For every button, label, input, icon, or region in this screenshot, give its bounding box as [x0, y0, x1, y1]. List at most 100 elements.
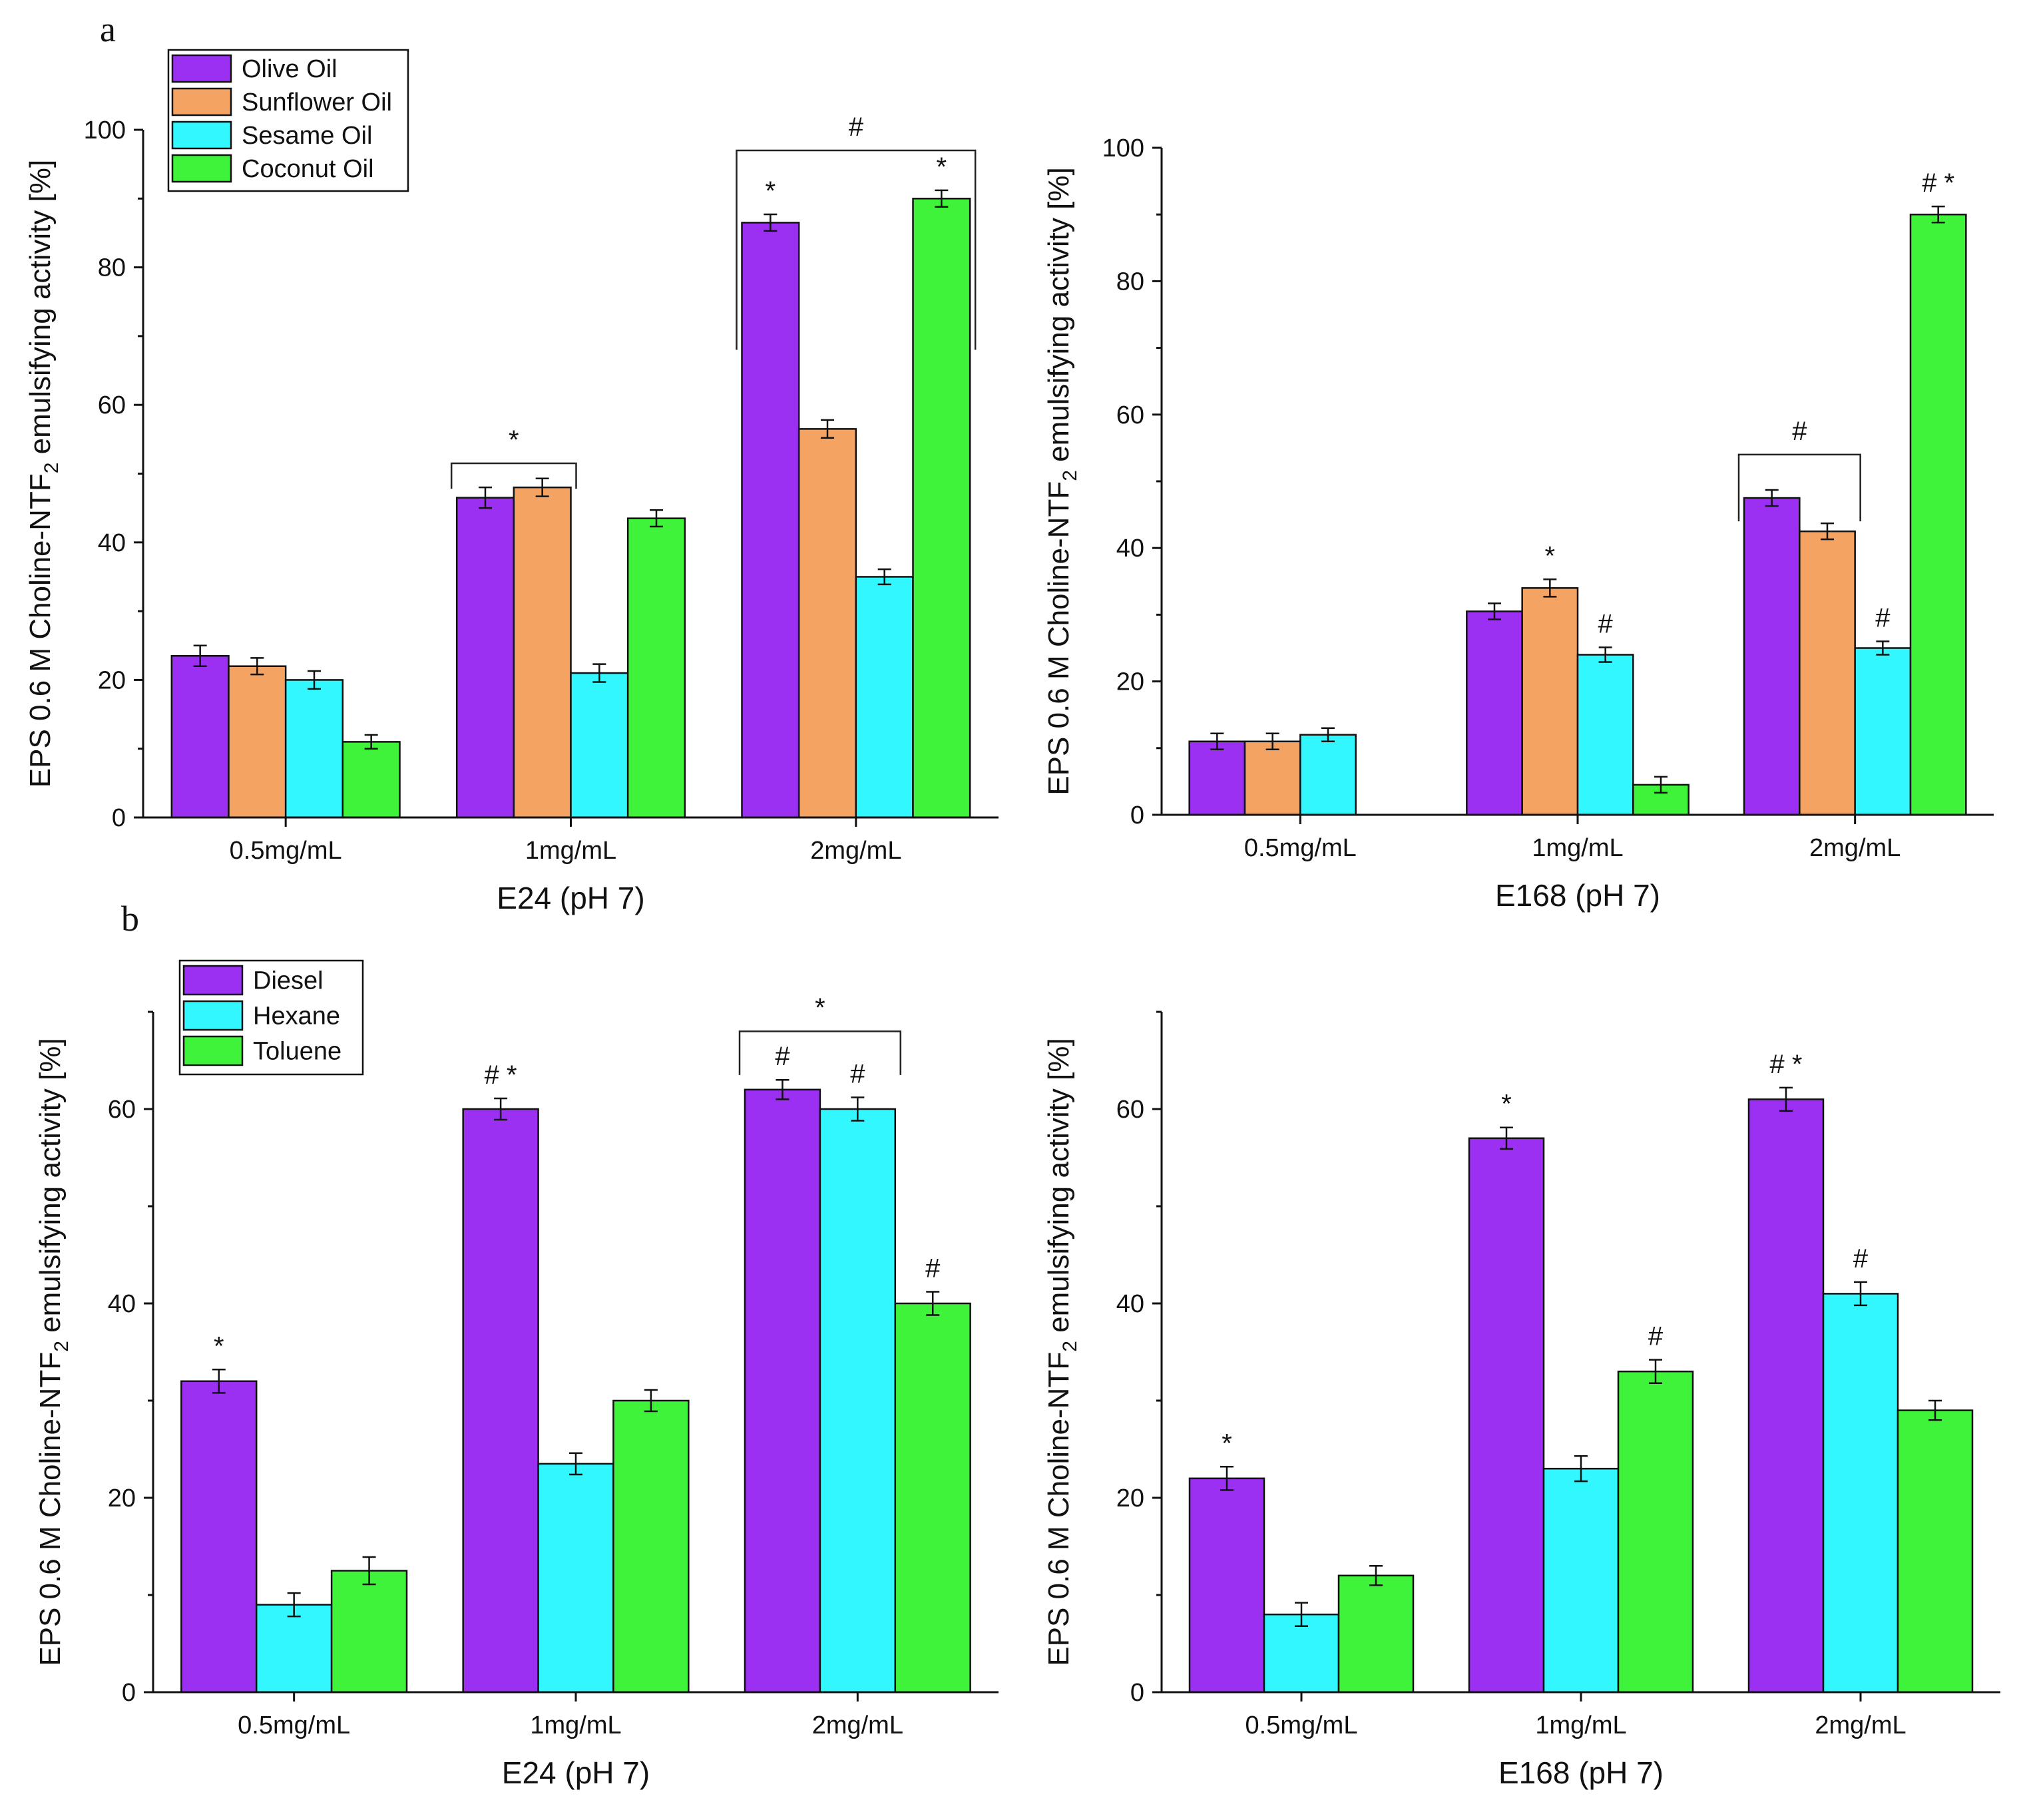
legend-label: Sesame Oil — [242, 122, 372, 150]
bar-hexane-2 — [1822, 1293, 1899, 1694]
chart-b-E24: * # * # # # * 0 20 40 60 0.5mg/mL 1mg/mL 2mg/mL E24 (… — [34, 959, 999, 1790]
y-tick-label: 100 — [84, 116, 126, 144]
legend-swatch — [171, 120, 232, 150]
significance-mark: * — [1222, 1429, 1232, 1458]
bar-olive-oil-2 — [741, 222, 800, 819]
y-tick-label: 60 — [98, 391, 126, 419]
x-tick-label: 1mg/mL — [1532, 834, 1623, 862]
x-tick-label: 2mg/mL — [1815, 1711, 1906, 1739]
significance-mark: # — [1875, 603, 1891, 632]
significance-mark: * — [766, 176, 776, 206]
y-tick-label: 60 — [108, 1096, 136, 1124]
chart-a-E24: * * * #0 20 40 60 80 100 0.5mg/mL 1mg/mL 2mg/mL E24 … — [24, 49, 999, 915]
y-tick-label: 20 — [98, 666, 126, 694]
panel-label-a: a — [100, 9, 116, 49]
x-tick-label: 0.5mg/mL — [238, 1711, 350, 1739]
y-tick-label: 40 — [1116, 1290, 1144, 1318]
x-tick-label: 0.5mg/mL — [230, 837, 342, 865]
bar-olive-oil-1 — [455, 497, 515, 819]
legend-swatch — [182, 1035, 244, 1066]
bar-sesame-oil-0 — [1299, 734, 1357, 816]
significance-bracket — [450, 462, 577, 489]
y-tick-label: 40 — [98, 529, 126, 557]
y-tick-label: 0 — [1130, 1679, 1144, 1707]
significance-mark: # — [1648, 1322, 1664, 1351]
y-tick-label: 40 — [1116, 535, 1144, 563]
significance-mark: * — [1501, 1090, 1512, 1119]
significance-mark: # — [850, 1059, 865, 1088]
y-tick-label: 60 — [1116, 1096, 1144, 1124]
legend-label: Toluene — [253, 1038, 341, 1066]
significance-mark: # * — [1770, 1050, 1803, 1079]
bar-sunflower-oil-0 — [228, 665, 287, 819]
y-tick-label: 20 — [108, 1484, 136, 1512]
bar-toluene-1 — [612, 1399, 690, 1694]
significance-mark: * — [937, 152, 947, 182]
y-tick-label: 20 — [1116, 668, 1144, 696]
significance-mark: # — [775, 1042, 790, 1071]
legend-label: Hexane — [253, 1003, 340, 1030]
bar-diesel-0 — [1188, 1477, 1265, 1694]
bracket-label: * — [815, 993, 825, 1023]
x-tick-label: 1mg/mL — [530, 1711, 621, 1739]
significance-mark: * — [214, 1331, 224, 1361]
x-tick-label: 1mg/mL — [1535, 1711, 1626, 1739]
bar-sesame-oil-2 — [855, 576, 914, 819]
bar-sunflower-oil-2 — [797, 428, 857, 819]
y-axis-title: EPS 0.6 M Choline-NTF2 emulsifying activ… — [1042, 167, 1081, 795]
bar-hexane-1 — [1542, 1467, 1620, 1694]
y-tick-label: 0 — [1130, 801, 1144, 829]
bar-olive-oil-2 — [1743, 497, 1801, 816]
legend: Olive Oil Sunflower Oil Sesame Oil Coconut … — [167, 49, 409, 192]
bar-olive-oil-0 — [170, 654, 230, 819]
legend-label: Diesel — [253, 967, 324, 995]
panel-label-b: b — [121, 899, 139, 939]
bar-sunflower-oil-1 — [513, 486, 572, 819]
bar-olive-oil-0 — [1188, 740, 1246, 816]
bar-hexane-1 — [537, 1463, 614, 1694]
bar-coconut-oil-2 — [1909, 213, 1967, 816]
bar-diesel-1 — [1468, 1137, 1545, 1694]
bar-sunflower-oil-1 — [1521, 587, 1579, 816]
x-tick-label: 2mg/mL — [810, 837, 901, 865]
chart-a-E168: * # # # * #0 20 40 60 80 100 0.5mg/mL 1mg/mL 2mg/mL E… — [1042, 134, 1994, 913]
bar-toluene-1 — [1617, 1370, 1694, 1694]
bar-coconut-oil-1 — [626, 517, 686, 819]
bracket-label: # — [849, 113, 864, 142]
significance-mark: # — [1598, 609, 1614, 638]
bar-coconut-oil-0 — [341, 741, 401, 819]
significance-bracket — [1737, 453, 1861, 522]
bar-sesame-oil-2 — [1854, 647, 1912, 816]
chart-b-E168: * * # * # #0 20 40 60 0.5mg/mL 1mg/mL 2mg/mL E168 (… — [1042, 1011, 2000, 1790]
x-tick-label: 2mg/mL — [812, 1711, 903, 1739]
bracket-label: * — [509, 425, 519, 455]
bracket-label: # — [1792, 417, 1807, 446]
y-tick-label: 100 — [1102, 134, 1144, 162]
legend: Diesel Hexane Toluene — [178, 959, 364, 1076]
bar-toluene-2 — [894, 1302, 971, 1694]
bar-diesel-2 — [1747, 1098, 1825, 1694]
legend-swatch — [182, 1000, 244, 1031]
significance-bracket — [738, 1030, 902, 1075]
legend-label: Coconut Oil — [242, 155, 374, 183]
x-tick-label: 1mg/mL — [525, 837, 616, 865]
x-axis-title: E24 (pH 7) — [502, 1755, 650, 1790]
bar-sunflower-oil-0 — [1243, 740, 1301, 816]
significance-mark: # * — [485, 1060, 517, 1090]
significance-mark: # * — [1922, 168, 1954, 198]
bar-hexane-0 — [255, 1604, 333, 1694]
bar-hexane-2 — [819, 1108, 897, 1694]
bar-diesel-2 — [744, 1088, 821, 1694]
x-tick-label: 0.5mg/mL — [1244, 834, 1357, 862]
legend-swatch — [171, 87, 232, 116]
y-tick-label: 60 — [1116, 401, 1144, 429]
x-tick-label: 0.5mg/mL — [1245, 1711, 1358, 1739]
y-axis-title: EPS 0.6 M Choline-NTF2 emulsifying activ… — [34, 1038, 73, 1666]
significance-bracket — [736, 149, 977, 350]
legend-label: Olive Oil — [242, 55, 337, 83]
bar-sesame-oil-1 — [1576, 654, 1634, 816]
legend-swatch — [171, 154, 232, 183]
significance-mark: * — [1545, 541, 1556, 570]
y-tick-label: 80 — [98, 254, 126, 282]
